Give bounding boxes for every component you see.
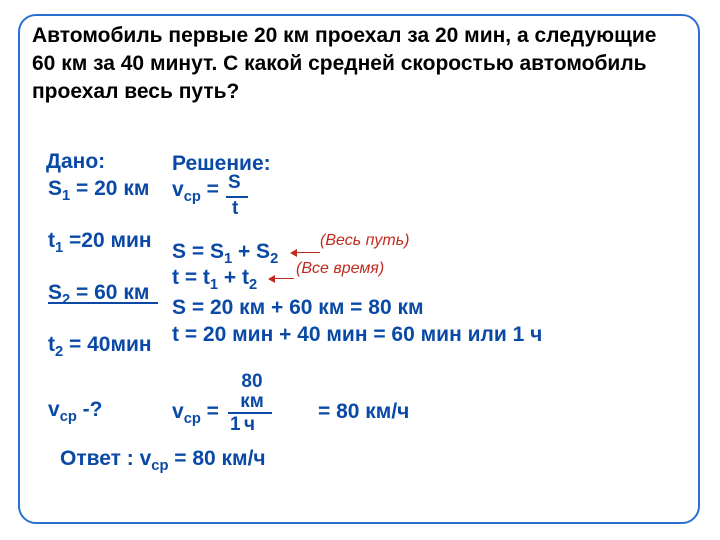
vcp-calc-den-right: ч bbox=[244, 414, 255, 436]
s-sum-eq: S = S1 + S2 bbox=[172, 240, 278, 267]
vcp-calc-den-left: 1 bbox=[230, 414, 241, 436]
solution-label: Решение: bbox=[172, 152, 271, 176]
given-label: Дано: bbox=[46, 150, 105, 174]
given-rule bbox=[48, 302, 158, 304]
annotation-time: (Все время) bbox=[296, 260, 384, 278]
vcp-formula-prefix: vср = bbox=[172, 178, 219, 205]
given-question: vср -? bbox=[48, 398, 102, 425]
vcp-frac-num: S bbox=[228, 172, 241, 194]
given-s2: S2 = 60 км bbox=[48, 280, 158, 313]
given-s1: S1 = 20 км bbox=[48, 176, 158, 209]
vcp-calc-result: = 80 км/ч bbox=[318, 400, 409, 424]
t-sum-eq: t = t1 + t2 bbox=[172, 266, 257, 293]
t-calc: t = 20 мин + 40 мин = 60 мин или 1 ч bbox=[172, 322, 572, 348]
given-t1: t1 =20 мин bbox=[48, 228, 158, 261]
vcp-frac-den: t bbox=[232, 198, 238, 220]
problem-statement: Автомобиль первые 20 км проехал за 20 ми… bbox=[32, 22, 680, 106]
arrow-time-icon bbox=[270, 278, 294, 279]
arrow-path-icon bbox=[292, 252, 320, 253]
s-calc: S = 20 км + 60 км = 80 км bbox=[172, 296, 424, 320]
annotation-path: (Весь путь) bbox=[320, 232, 409, 250]
final-answer: Ответ : vср = 80 км/ч bbox=[60, 446, 320, 479]
slide-content: Автомобиль первые 20 км проехал за 20 ми… bbox=[0, 0, 720, 540]
given-t2: t2 = 40мин bbox=[48, 332, 158, 365]
vcp-calc-prefix: vср = bbox=[172, 400, 219, 427]
vcp-calc-num: 80 км bbox=[232, 372, 272, 412]
